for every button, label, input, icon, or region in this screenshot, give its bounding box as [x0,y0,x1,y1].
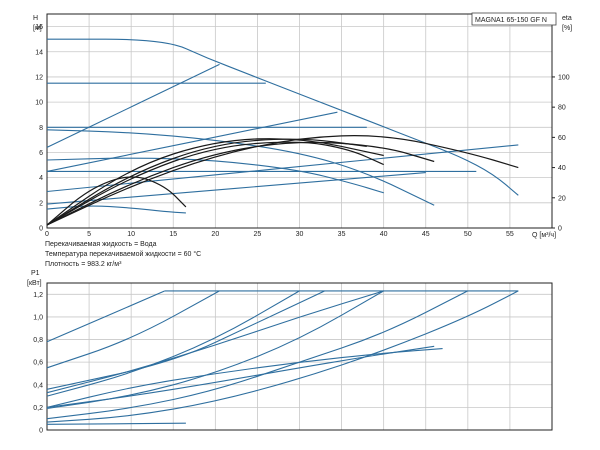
power-series [46,290,519,425]
chart-title-box [471,12,557,26]
power-y-tick-1: 0,2 [33,405,43,412]
power-y-unit: [кВт] [27,280,42,287]
head-y-unit: [м] [33,25,42,32]
head-y-label: H [33,15,38,22]
eta-curve-11 [46,135,519,226]
note-liquid: Перекачиваемая жидкость = Вода [45,241,157,248]
power-y-tick-6: 1,2 [33,292,43,299]
head-x-tick-5: 25 [254,231,262,238]
power-curve-8 [46,290,384,394]
eta-curve-16 [46,138,367,226]
power-y-ticks: 0 0,2 0,4 0,6 0,8 1,0 1,2 [33,292,43,435]
head-x-tick-6: 30 [296,231,304,238]
eta-y-unit: [%] [562,25,572,32]
power-y-label: P1 [31,270,40,277]
head-curve-10 [46,205,186,214]
eta-y-tick-1: 20 [558,195,566,202]
power-curve-4 [46,290,384,410]
head-x-tick-4: 20 [211,231,219,238]
head-x-tick-11: 55 [506,231,514,238]
power-chart: 0 0,2 0,4 0,6 0,8 1,0 1,2 P1 [кВт] [27,270,553,435]
power-curve-5 [46,290,469,420]
eta-curve-13 [46,141,384,226]
head-plot-area [46,13,553,229]
power-curve-6 [46,290,519,423]
eta-y-tick-0: 0 [558,226,562,233]
head-x-label: Q [м³/ч] [532,232,556,239]
power-y-tick-0: 0 [39,428,43,435]
power-curve-1 [46,290,166,343]
head-x-tick-2: 10 [127,231,135,238]
head-curve-9 [46,157,384,194]
head-curve-8 [46,129,435,206]
head-y-ticks: 0 2 4 6 8 10 12 14 16 [35,24,43,232]
head-y-tick-5: 10 [35,100,43,107]
head-y-tick-3: 6 [39,150,43,157]
head-y-tick-6: 12 [35,74,43,81]
head-y-tick-7: 14 [35,49,43,56]
power-y-tick-2: 0,4 [33,382,43,389]
head-y-tick-0: 0 [39,226,43,233]
head-x-ticks: 0 5 10 15 20 25 30 35 40 45 50 55 [45,231,514,238]
eta-y-label: eta [562,15,572,22]
power-curve-2 [46,290,220,369]
eta-y-tick-2: 40 [558,165,566,172]
power-plot-area [46,282,553,431]
head-x-tick-0: 0 [45,231,49,238]
chart-title: MAGNA1 65-150 GF N [475,17,547,24]
eta-y-ticks: 0 20 40 60 80 100 [552,74,570,233]
power-curve-11 [46,422,186,425]
eta-y-tick-4: 80 [558,105,566,112]
power-y-tick-5: 1,0 [33,314,43,321]
power-y-tick-3: 0,6 [33,360,43,367]
head-x-tick-3: 15 [169,231,177,238]
head-y-tick-4: 8 [39,125,43,132]
head-series [46,38,519,226]
head-x-tick-8: 40 [380,231,388,238]
head-chart: 0 5 10 15 20 25 30 35 40 45 50 55 0 2 4 6 8 10 12 14 16 0 20… [33,12,572,268]
head-y-tick-1: 2 [39,200,43,207]
power-grid [46,283,552,431]
head-grid [46,14,552,229]
power-curve-7 [46,345,435,408]
head-x-tick-7: 35 [338,231,346,238]
note-temperature: Температура перекачиваемой жидкости = 60… [45,250,201,258]
power-curve-9 [46,290,326,390]
head-x-tick-1: 5 [87,231,91,238]
head-x-tick-10: 50 [464,231,472,238]
note-density: Плотность = 983.2 кг/м³ [45,261,122,268]
head-y-tick-8: 16 [35,24,43,31]
head-curve-0 [47,38,519,196]
power-y-tick-4: 0,8 [33,337,43,344]
eta-curve-15 [46,176,187,226]
eta-y-tick-3: 60 [558,135,566,142]
eta-y-tick-5: 100 [558,74,570,81]
head-y-tick-2: 4 [39,175,43,182]
head-curve-1 [46,63,220,148]
power-curve-10 [46,348,443,408]
head-x-tick-9: 45 [422,231,430,238]
